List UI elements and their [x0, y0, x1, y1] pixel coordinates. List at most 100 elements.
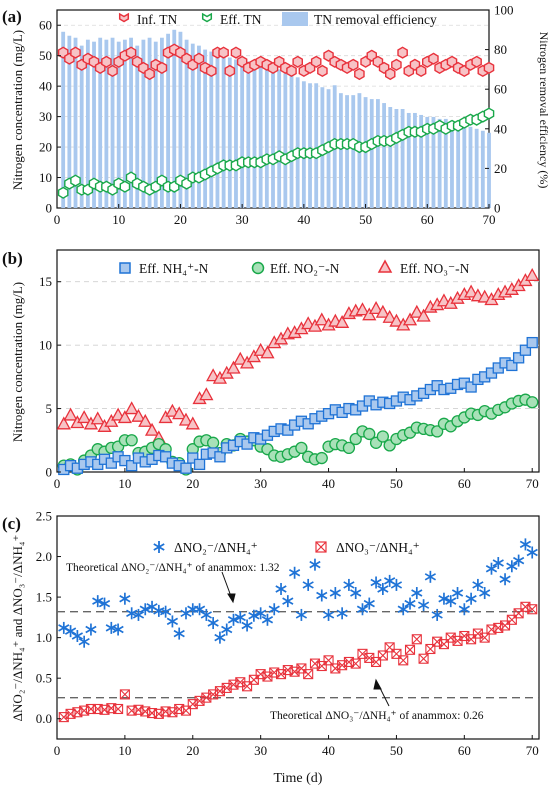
ref-arrow-2	[373, 678, 390, 707]
inf-tn-point	[230, 46, 242, 59]
r-no2-point	[282, 595, 294, 608]
r-no2-point	[200, 608, 212, 621]
r-no2-point	[485, 562, 498, 575]
panel-a-y2tick-label: 100	[494, 3, 514, 18]
r-no2-stroke	[275, 585, 287, 593]
no3-point	[260, 345, 275, 359]
tn-removal-bar	[289, 75, 294, 208]
tn-removal-bar	[92, 41, 96, 209]
tn-removal-bar	[104, 39, 109, 209]
r-no3-box	[371, 656, 382, 668]
r-no2-point	[458, 603, 470, 616]
r-no3-cross	[201, 692, 212, 703]
r-no3-cross	[493, 623, 504, 633]
r-no3-cross	[194, 695, 205, 706]
r-no3-point	[303, 669, 314, 680]
r-no3-point	[194, 695, 205, 706]
no2-point	[349, 432, 362, 446]
tn-removal-bar	[264, 65, 269, 208]
r-no3-box	[221, 682, 232, 693]
r-no2-stroke	[92, 597, 104, 605]
panel-b-xtick-label: 40	[322, 476, 335, 491]
tn-removal-bar	[462, 124, 467, 208]
r-no2-stroke	[132, 611, 145, 619]
r-no2-stroke	[506, 562, 518, 571]
r-no3-cross	[296, 663, 307, 674]
inf-tn-point	[101, 55, 112, 68]
r-no3-cross	[215, 686, 225, 697]
panel-c-xtick-label: 70	[526, 743, 539, 758]
r-no3-box	[58, 712, 69, 723]
nh4-point	[105, 457, 117, 469]
r-no3-box	[289, 666, 300, 677]
r-no3-point	[214, 686, 225, 697]
r-no2-point	[112, 623, 124, 636]
r-no2-stroke	[146, 603, 158, 611]
panel-a-xtick-label: 40	[297, 212, 310, 227]
r-no2-stroke	[445, 597, 457, 605]
r-no2-point	[431, 608, 443, 621]
no3-point	[77, 410, 92, 424]
r-no2-stroke	[384, 577, 396, 585]
r-no3-cross	[405, 644, 415, 655]
r-no2-point	[336, 607, 348, 620]
panel-a-y2tick-label: 20	[494, 161, 507, 176]
tn-removal-bar	[240, 59, 245, 208]
r-no2-stroke	[64, 627, 77, 635]
r-no3-cross	[167, 707, 178, 718]
r-no3-cross	[398, 655, 409, 666]
no3-point	[144, 422, 160, 436]
legend-nh4-label: Eff. NH₄⁺-N	[139, 261, 209, 276]
r-no3-cross	[79, 705, 90, 716]
tn-removal-bar	[252, 63, 257, 209]
r-no3-cross	[113, 704, 123, 714]
r-no2-stroke	[411, 589, 423, 597]
r-no3-box	[296, 663, 307, 674]
panel-c-xtick-label: 30	[254, 743, 267, 758]
r-no3-cross	[255, 669, 266, 680]
r-no2-point	[417, 599, 430, 612]
r-no2-point	[295, 608, 308, 621]
panel-c-xtick-label: 0	[54, 743, 61, 758]
r-no2-point	[214, 631, 226, 644]
tn-removal-bar	[110, 37, 115, 208]
no2-point	[125, 434, 138, 447]
tn-removal-bar	[67, 35, 72, 208]
r-no3-point	[119, 689, 130, 700]
r-no2-point	[302, 578, 314, 591]
tn-removal-bar	[271, 69, 275, 209]
r-no3-point	[187, 699, 198, 710]
r-no2-point	[221, 623, 233, 636]
r-no2-stroke	[485, 564, 498, 573]
r-no3-box	[316, 660, 327, 672]
nh4-point	[159, 451, 172, 463]
r-no2-stroke	[424, 573, 437, 581]
r-no2-point	[173, 627, 185, 640]
r-no2-point	[506, 560, 518, 573]
no3-point	[199, 387, 214, 401]
r-no2-stroke	[295, 611, 308, 619]
r-no2-point	[472, 578, 484, 591]
r-no3-point	[201, 692, 212, 703]
nh4-point	[214, 451, 226, 463]
panel-b-ytick-label: 15	[39, 274, 52, 289]
inf-tn-point	[193, 52, 205, 65]
r-no3-box	[167, 707, 178, 718]
tn-removal-bar	[227, 57, 232, 208]
panel-c-xtick-label: 10	[118, 743, 131, 758]
r-no3-box	[438, 639, 450, 650]
tn-removal-bar	[345, 95, 349, 208]
r-no2-stroke	[431, 611, 443, 619]
ref-arrow-1	[221, 571, 236, 604]
r-no2-stroke	[166, 617, 179, 626]
r-no3-box	[377, 650, 388, 661]
r-no2-point	[193, 603, 206, 616]
panel-c-ytick-label: 0.5	[36, 671, 52, 686]
r-no2-point	[465, 592, 477, 605]
no3-point	[525, 268, 540, 282]
no3-point	[178, 412, 194, 426]
panel-c-ytick-label: 2.5	[36, 509, 52, 524]
no3-point	[117, 410, 132, 424]
r-no2-point	[85, 623, 97, 636]
r-no2-point	[499, 573, 511, 586]
